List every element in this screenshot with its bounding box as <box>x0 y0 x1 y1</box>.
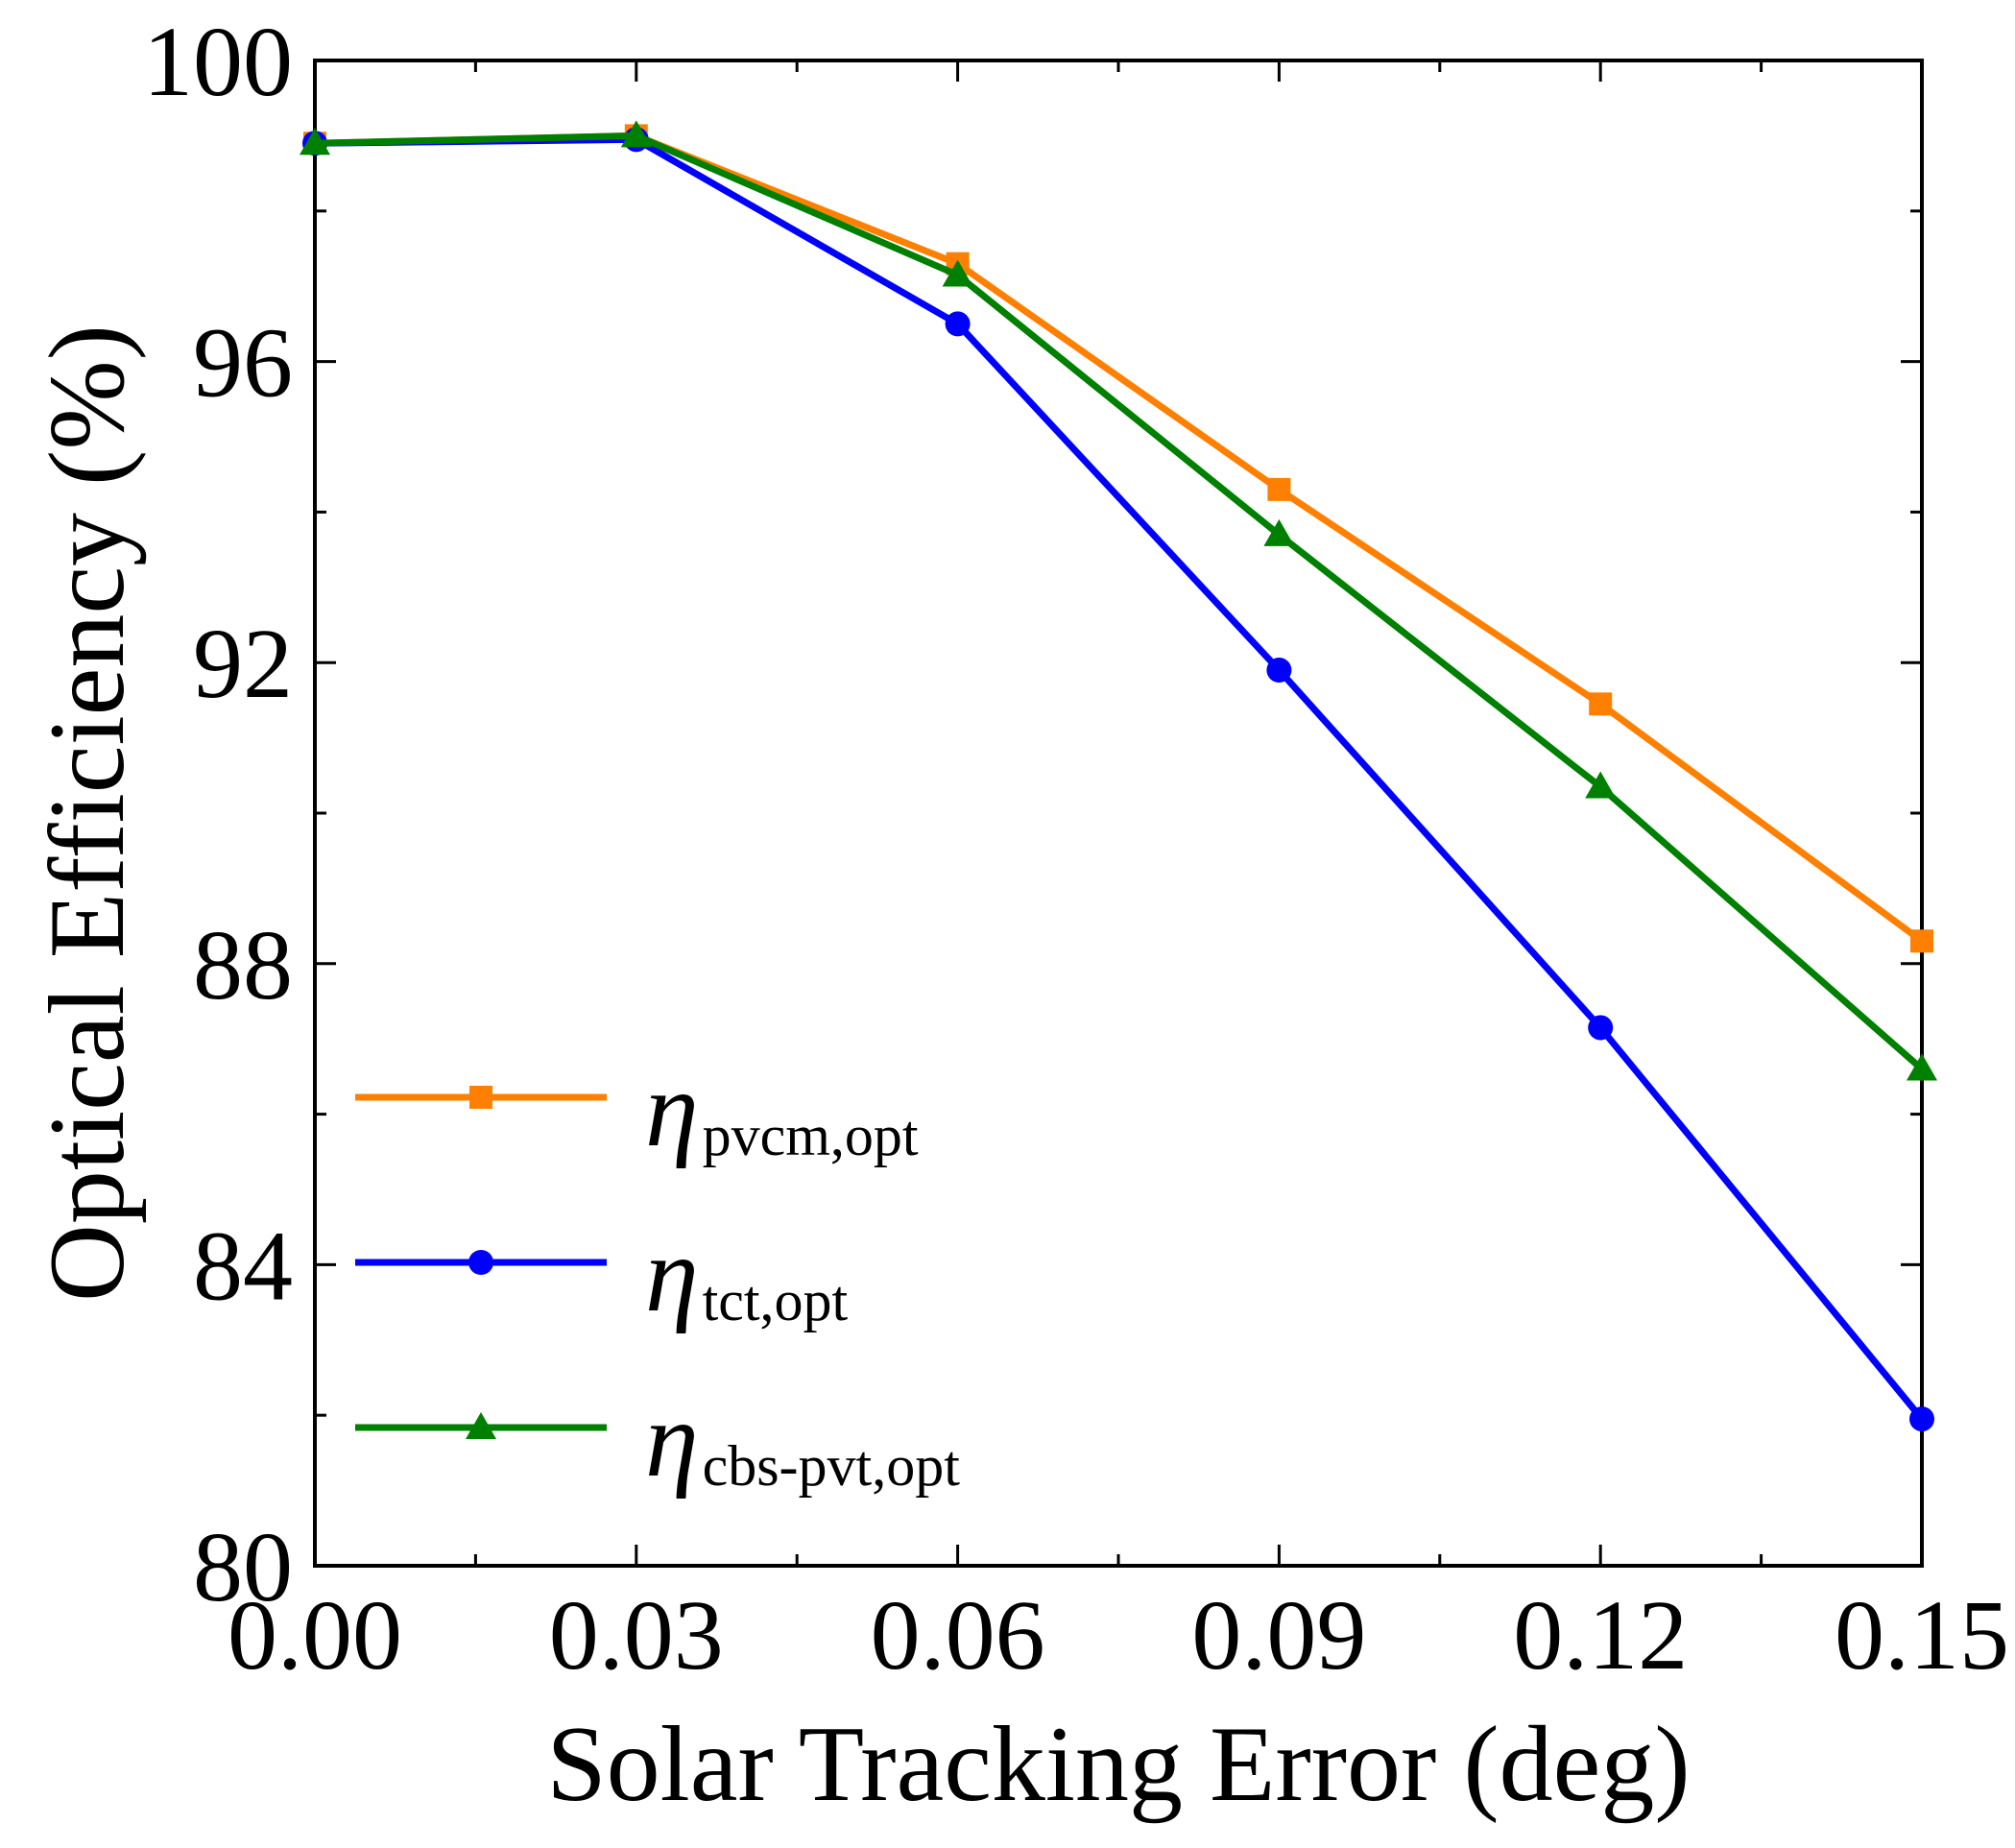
data-point <box>1263 518 1295 546</box>
axis-tick-labels: 0.00 0.03 0.06 0.09 0.12 0.15 80 84 88 92 96 100 <box>143 7 2009 1691</box>
data-point <box>300 128 330 156</box>
y-tick-label: 100 <box>143 7 293 117</box>
series-line <box>314 135 1925 1422</box>
x-tick-label: 0.00 <box>228 1580 402 1691</box>
legend-marker <box>469 1086 492 1109</box>
legend-label: ηtct,opt <box>645 1215 849 1334</box>
y-tick-label: 96 <box>193 308 293 419</box>
series-layer <box>300 120 1937 1432</box>
legend-marker <box>468 1250 493 1275</box>
y-tick-label: 80 <box>193 1512 293 1622</box>
y-axis-label: Optical Efficiency (%) <box>28 324 147 1302</box>
axis-ticks <box>313 59 1924 1568</box>
x-tick-label: 0.03 <box>549 1580 724 1691</box>
data-point <box>620 120 652 148</box>
legend-item: ηcbs-pvt,opt <box>355 1380 960 1500</box>
data-point <box>1589 692 1613 716</box>
legend-subscript: tct,opt <box>703 1269 849 1332</box>
legend-label: ηcbs-pvt,opt <box>645 1380 960 1500</box>
data-point <box>1588 1015 1614 1041</box>
x-tick-label: 0.15 <box>1835 1580 2009 1691</box>
legend-item: ηpvcm,opt <box>355 1050 919 1169</box>
data-point <box>942 259 973 287</box>
legend-marker <box>466 1412 496 1439</box>
data-point <box>1907 1053 1937 1081</box>
data-point <box>1909 1406 1934 1432</box>
legend-subscript: pvcm,opt <box>703 1104 919 1167</box>
data-point <box>1585 771 1617 799</box>
legend-subscript: cbs-pvt,opt <box>703 1434 961 1498</box>
y-tick-label: 84 <box>193 1211 293 1321</box>
series-line <box>314 132 1925 1072</box>
data-point <box>945 311 971 337</box>
data-point <box>1267 477 1291 501</box>
series-triangle <box>300 120 1937 1081</box>
legend-symbol: η <box>645 1380 699 1500</box>
legend-symbol: η <box>645 1215 699 1334</box>
legend-label: ηpvcm,opt <box>645 1050 919 1169</box>
legend-symbol: η <box>645 1050 699 1169</box>
x-tick-label: 0.06 <box>871 1580 1045 1691</box>
x-tick-label: 0.12 <box>1513 1580 1688 1691</box>
x-axis-label: Solar Tracking Error (deg) <box>546 1705 1690 1824</box>
data-point <box>1910 929 1933 953</box>
legend-item: ηtct,opt <box>355 1215 849 1334</box>
data-point <box>1266 658 1292 684</box>
series-circle <box>302 127 1934 1432</box>
x-tick-label: 0.09 <box>1191 1580 1366 1691</box>
y-tick-label: 88 <box>193 910 293 1020</box>
y-tick-label: 92 <box>193 609 293 719</box>
series-line <box>314 132 1925 945</box>
plot-frame <box>313 59 1924 1568</box>
series-square <box>303 124 1933 953</box>
